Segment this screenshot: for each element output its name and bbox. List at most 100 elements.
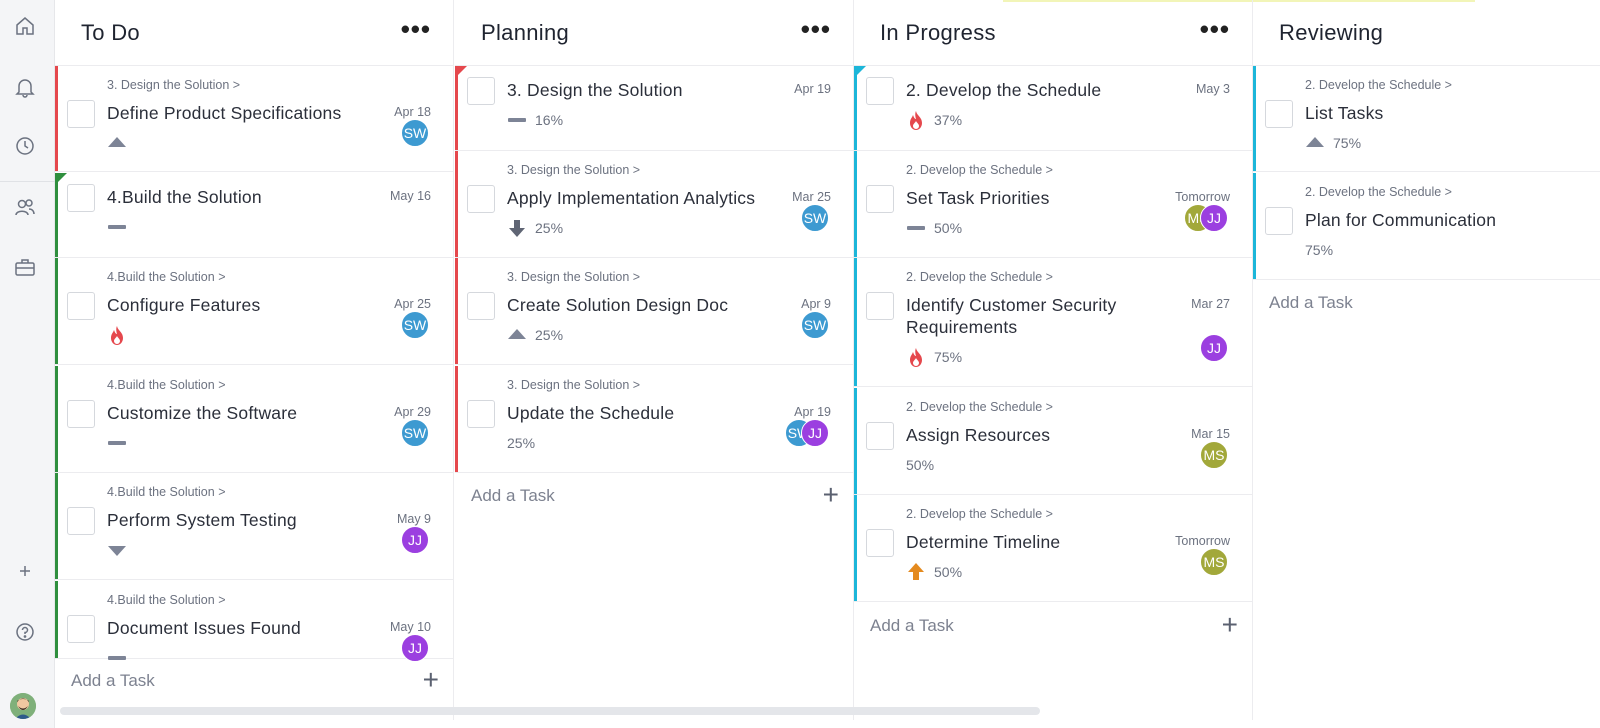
task-breadcrumb[interactable]: 2. Develop the Schedule > bbox=[1305, 185, 1452, 199]
task-card[interactable]: 4.Build the Solution > Document Issues Fo… bbox=[55, 581, 453, 662]
task-breadcrumb[interactable]: 3. Design the Solution > bbox=[507, 270, 641, 284]
task-checkbox[interactable] bbox=[67, 292, 95, 320]
task-card[interactable]: 2. Develop the Schedule > Plan for Commun… bbox=[1253, 173, 1600, 280]
task-checkbox[interactable] bbox=[67, 507, 95, 535]
task-checkbox[interactable] bbox=[1265, 207, 1293, 235]
users-icon[interactable] bbox=[12, 194, 38, 220]
task-title[interactable]: 2. Develop the Schedule bbox=[906, 80, 1102, 100]
task-title[interactable]: Assign Resources bbox=[906, 425, 1051, 445]
task-card[interactable]: 4.Build the Solution > Configure Features… bbox=[55, 258, 453, 365]
assignee-avatar[interactable]: JJ bbox=[1200, 204, 1228, 232]
assignee-avatar[interactable]: JJ bbox=[801, 419, 829, 447]
help-icon[interactable] bbox=[12, 619, 38, 645]
task-breadcrumb[interactable]: 4.Build the Solution > bbox=[107, 378, 226, 392]
task-title[interactable]: 3. Design the Solution bbox=[507, 80, 683, 100]
horizontal-scrollbar[interactable] bbox=[60, 707, 1040, 715]
task-checkbox[interactable] bbox=[467, 185, 495, 213]
add-task-row[interactable]: Add a Task + bbox=[455, 474, 853, 520]
task-breadcrumb[interactable]: 4.Build the Solution > bbox=[107, 593, 226, 607]
task-title-line2[interactable]: Requirements bbox=[906, 317, 1018, 337]
task-card[interactable]: 2. Develop the Schedule May 3 37% bbox=[854, 66, 1252, 151]
assignee-avatar[interactable]: SW bbox=[401, 119, 429, 147]
task-title[interactable]: Create Solution Design Doc bbox=[507, 295, 729, 315]
task-title[interactable]: List Tasks bbox=[1305, 103, 1384, 123]
assignee-avatar[interactable]: JJ bbox=[1200, 334, 1228, 362]
assignee-avatar[interactable]: SW bbox=[801, 204, 829, 232]
task-checkbox[interactable] bbox=[866, 292, 894, 320]
briefcase-icon[interactable] bbox=[12, 254, 38, 280]
task-title[interactable]: Document Issues Found bbox=[107, 618, 301, 638]
task-card[interactable]: 2. Develop the Schedule > Identify Custom… bbox=[854, 258, 1252, 387]
column-menu-icon[interactable]: ••• bbox=[1199, 14, 1230, 44]
add-task-label[interactable]: Add a Task bbox=[1269, 293, 1353, 312]
assignee-avatar[interactable]: MS bbox=[1200, 548, 1228, 576]
task-breadcrumb[interactable]: 2. Develop the Schedule > bbox=[906, 507, 1053, 521]
add-task-row[interactable]: Add a Task + bbox=[55, 659, 453, 705]
task-title[interactable]: 4.Build the Solution bbox=[107, 187, 262, 207]
bell-icon[interactable] bbox=[12, 74, 38, 100]
task-breadcrumb[interactable]: 2. Develop the Schedule > bbox=[906, 163, 1053, 177]
task-card[interactable]: 4.Build the Solution > Perform System Tes… bbox=[55, 473, 453, 580]
assignee-avatar[interactable]: SW bbox=[401, 311, 429, 339]
task-checkbox[interactable] bbox=[866, 422, 894, 450]
task-title[interactable]: Determine Timeline bbox=[906, 532, 1061, 552]
add-task-row[interactable]: Add a Task bbox=[1253, 281, 1600, 327]
add-task-label[interactable]: Add a Task bbox=[71, 671, 155, 690]
task-title[interactable]: Define Product Specifications bbox=[107, 103, 342, 123]
task-checkbox[interactable] bbox=[67, 100, 95, 128]
task-checkbox[interactable] bbox=[866, 529, 894, 557]
task-breadcrumb[interactable]: 3. Design the Solution > bbox=[107, 78, 241, 92]
task-checkbox[interactable] bbox=[67, 184, 95, 212]
task-card[interactable]: 3. Design the Solution > Define Product S… bbox=[55, 66, 453, 172]
task-title[interactable]: Set Task Priorities bbox=[906, 188, 1050, 208]
add-task-label[interactable]: Add a Task bbox=[870, 616, 954, 635]
task-title[interactable]: Update the Schedule bbox=[507, 403, 675, 423]
home-icon[interactable] bbox=[12, 13, 38, 39]
task-breadcrumb[interactable]: 3. Design the Solution > bbox=[507, 163, 641, 177]
task-checkbox[interactable] bbox=[467, 77, 495, 105]
assignee-avatar[interactable]: SW bbox=[401, 419, 429, 447]
task-breadcrumb[interactable]: 4.Build the Solution > bbox=[107, 485, 226, 499]
task-card[interactable]: 2. Develop the Schedule > Assign Resource… bbox=[854, 388, 1252, 495]
assignee-avatar[interactable]: JJ bbox=[401, 634, 429, 662]
add-task-plus-icon[interactable]: + bbox=[422, 664, 439, 695]
task-breadcrumb[interactable]: 2. Develop the Schedule > bbox=[1305, 78, 1452, 92]
task-title[interactable]: Perform System Testing bbox=[107, 510, 297, 530]
task-checkbox[interactable] bbox=[67, 615, 95, 643]
task-card[interactable]: 2. Develop the Schedule > Set Task Priori… bbox=[854, 151, 1252, 258]
add-task-plus-icon[interactable]: + bbox=[1221, 609, 1238, 640]
task-checkbox[interactable] bbox=[1265, 100, 1293, 128]
task-card[interactable]: 2. Develop the Schedule > List Tasks 75% bbox=[1253, 66, 1600, 172]
task-checkbox[interactable] bbox=[467, 292, 495, 320]
task-breadcrumb[interactable]: 2. Develop the Schedule > bbox=[906, 270, 1053, 284]
task-title[interactable]: Identify Customer Security bbox=[906, 295, 1117, 315]
task-card[interactable]: 3. Design the Solution > Update the Sched… bbox=[455, 366, 853, 473]
task-card[interactable]: 4.Build the Solution May 16 bbox=[55, 173, 453, 258]
task-title[interactable]: Plan for Communication bbox=[1305, 210, 1497, 230]
assignee-avatar[interactable]: JJ bbox=[401, 526, 429, 554]
add-task-row[interactable]: Add a Task + bbox=[854, 604, 1252, 650]
add-task-plus-icon[interactable]: + bbox=[822, 479, 839, 510]
user-avatar[interactable] bbox=[10, 693, 36, 719]
task-card[interactable]: 3. Design the Solution > Create Solution … bbox=[455, 258, 853, 365]
task-card[interactable]: 4.Build the Solution > Customize the Soft… bbox=[55, 366, 453, 473]
task-breadcrumb[interactable]: 2. Develop the Schedule > bbox=[906, 400, 1053, 414]
task-title[interactable]: Configure Features bbox=[107, 295, 261, 315]
column-menu-icon[interactable]: ••• bbox=[800, 14, 831, 44]
assignee-avatar[interactable]: SW bbox=[801, 311, 829, 339]
task-card[interactable]: 3. Design the Solution Apr 19 16% bbox=[455, 66, 853, 151]
task-checkbox[interactable] bbox=[866, 185, 894, 213]
clock-icon[interactable] bbox=[12, 133, 38, 159]
plus-icon[interactable] bbox=[12, 558, 38, 584]
task-card[interactable]: 3. Design the Solution > Apply Implementa… bbox=[455, 151, 853, 258]
task-breadcrumb[interactable]: 4.Build the Solution > bbox=[107, 270, 226, 284]
column-menu-icon[interactable]: ••• bbox=[400, 14, 431, 44]
task-checkbox[interactable] bbox=[467, 400, 495, 428]
task-title[interactable]: Customize the Software bbox=[107, 403, 298, 423]
assignee-avatar[interactable]: MS bbox=[1200, 441, 1228, 469]
task-checkbox[interactable] bbox=[866, 77, 894, 105]
task-card[interactable]: 2. Develop the Schedule > Determine Timel… bbox=[854, 495, 1252, 602]
task-breadcrumb[interactable]: 3. Design the Solution > bbox=[507, 378, 641, 392]
task-checkbox[interactable] bbox=[67, 400, 95, 428]
add-task-label[interactable]: Add a Task bbox=[471, 486, 555, 505]
